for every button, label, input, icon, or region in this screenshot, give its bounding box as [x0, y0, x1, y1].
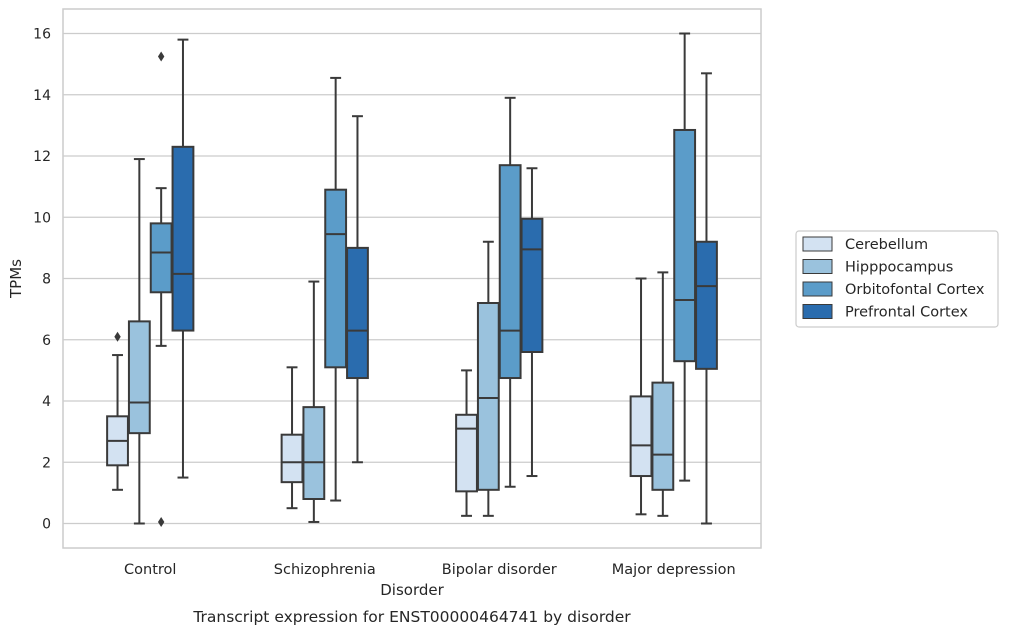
y-tick-label: 8: [42, 272, 51, 288]
box-group: [520, 167, 544, 478]
box-iqr: [280, 433, 304, 484]
y-tick-label: 16: [33, 27, 51, 43]
y-tick-label: 4: [42, 394, 51, 410]
box-iqr: [695, 240, 718, 370]
box-group: [695, 72, 718, 525]
y-tick-label: 6: [42, 333, 51, 349]
legend-label: Orbitofontal Cortex: [845, 282, 985, 298]
x-tick-label: Bipolar disorder: [442, 562, 557, 578]
box-iqr: [324, 188, 348, 369]
chart-caption: Transcript expression for ENST0000046474…: [192, 608, 631, 626]
box-group: [455, 369, 478, 517]
box-group: [629, 277, 653, 516]
box-group: [673, 32, 697, 482]
legend-swatch: [802, 236, 833, 252]
box-group: [127, 158, 151, 525]
outlier-point: [157, 516, 165, 527]
box-iqr: [629, 395, 653, 478]
legend-swatch: [802, 304, 833, 319]
x-axis-label: Disorder: [380, 581, 444, 599]
box-iqr: [673, 128, 697, 363]
box-iqr: [498, 164, 522, 380]
y-tick-label: 2: [42, 455, 51, 471]
x-tick-label: Schizophrenia: [274, 562, 376, 578]
box-group: [324, 76, 348, 502]
legend-label: Hipppocampus: [845, 260, 953, 276]
y-tick-label: 12: [33, 149, 51, 165]
y-tick-label: 14: [33, 88, 51, 104]
x-tick-label: Major depression: [612, 562, 736, 578]
box-iqr: [127, 320, 151, 435]
outlier-point: [114, 331, 121, 342]
y-tick-label: 0: [42, 517, 51, 533]
legend-label: Prefrontal Cortex: [845, 305, 968, 321]
box-group: [302, 280, 326, 523]
y-tick-label: 10: [33, 210, 51, 226]
box-group: [476, 240, 500, 517]
box-iqr: [651, 381, 675, 491]
box-iqr: [171, 145, 195, 332]
outlier-point: [157, 51, 165, 62]
x-tick-label: Control: [124, 562, 176, 578]
box-group: [149, 51, 173, 527]
box-group: [651, 271, 675, 517]
box-group: [171, 38, 195, 479]
box-iqr: [520, 217, 544, 353]
box-iqr: [455, 413, 478, 493]
legend-swatch: [802, 259, 833, 274]
box-iqr: [346, 246, 369, 380]
box-group: [280, 366, 304, 510]
box-iqr: [149, 222, 173, 294]
box-group: [106, 331, 129, 491]
box-iqr: [302, 406, 326, 500]
box-group: [346, 115, 369, 464]
y-axis-label: TPMs: [7, 259, 25, 299]
legend-label: Cerebellum: [845, 237, 928, 253]
legend-swatch: [802, 281, 833, 297]
plot-frame: [62, 8, 762, 549]
box-iqr: [476, 302, 500, 491]
legend-box: [795, 230, 999, 328]
